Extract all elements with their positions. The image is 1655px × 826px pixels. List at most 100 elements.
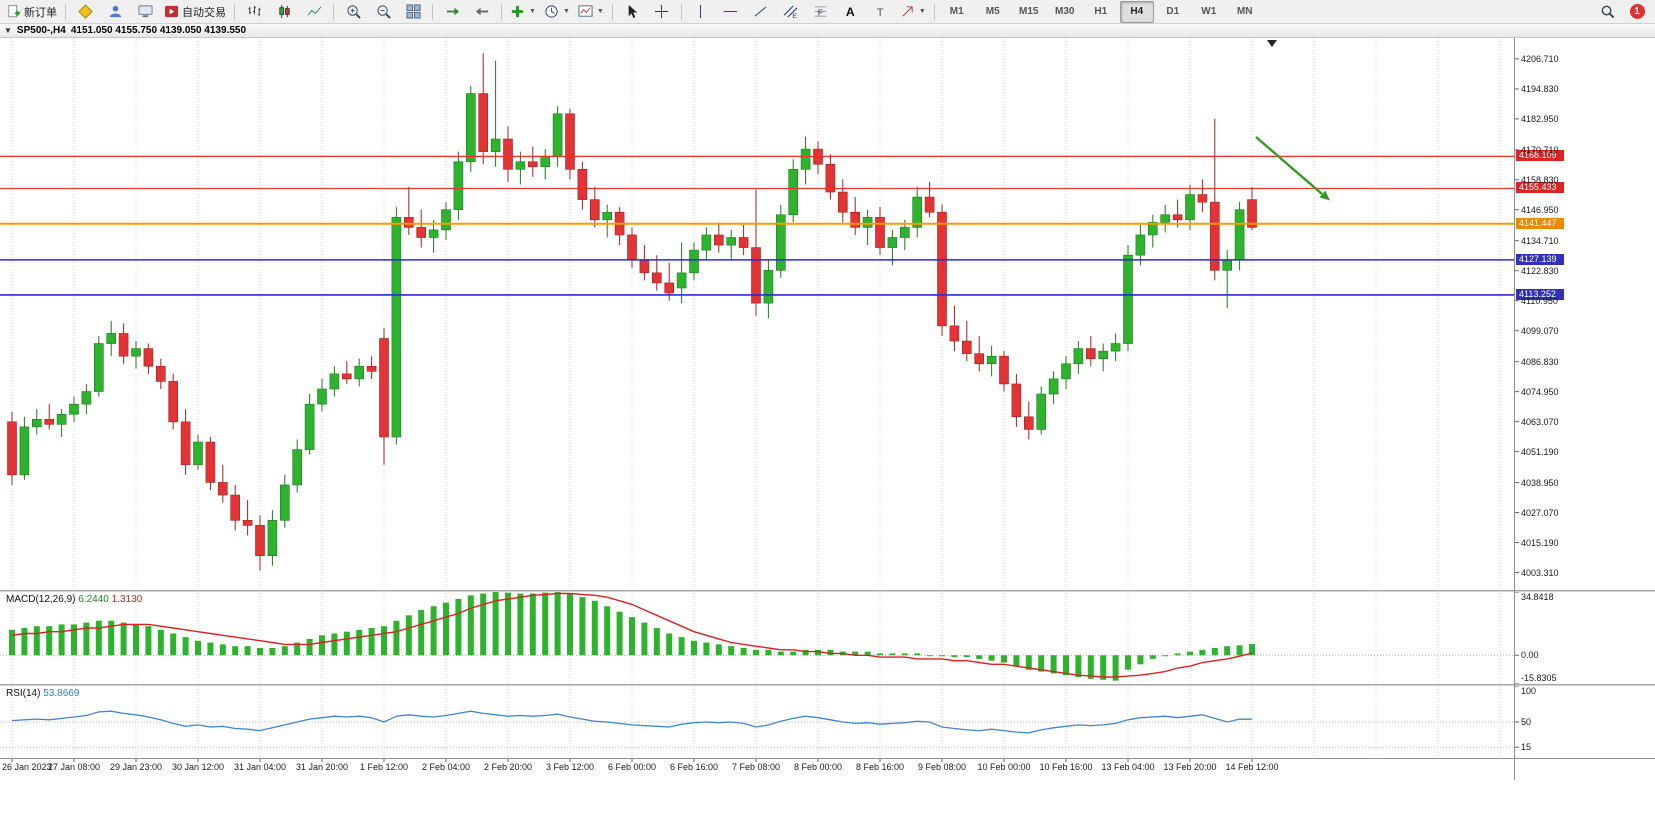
macd-panel-splitter[interactable] bbox=[0, 590, 1655, 592]
line-chart-button[interactable] bbox=[299, 1, 329, 23]
vertical-line-tool-button[interactable] bbox=[686, 1, 716, 23]
time-axis-label: 9 Feb 08:00 bbox=[917, 762, 967, 772]
rsi-scale-label: 50 bbox=[1521, 717, 1532, 727]
chevron-down-icon: ▼ bbox=[562, 8, 570, 15]
macd-scale-label: 0.00 bbox=[1521, 650, 1539, 661]
timeframe-buttons: M1 M5 M15 M30 H1 H4 D1 W1 MN bbox=[939, 0, 1263, 23]
timeframe-button-h1[interactable]: H1 bbox=[1094, 6, 1108, 17]
bar-chart-button[interactable] bbox=[239, 1, 269, 23]
auto-trading-button[interactable]: 自动交易 bbox=[160, 1, 230, 23]
crosshair-icon bbox=[655, 4, 669, 19]
time-axis-label: 13 Feb 20:00 bbox=[1163, 762, 1217, 772]
toolbar-separator bbox=[432, 3, 433, 20]
time-axis-label: 1 Feb 12:00 bbox=[359, 762, 409, 772]
search-button[interactable] bbox=[1592, 1, 1622, 23]
toolbar-separator bbox=[234, 3, 235, 20]
time-axis-label: 30 Jan 12:00 bbox=[171, 762, 225, 772]
timeframe-button-m1[interactable]: M1 bbox=[949, 6, 964, 17]
trendline-tool-button[interactable] bbox=[746, 1, 776, 23]
rsi-value: 53.8669 bbox=[43, 688, 80, 699]
text-tool-button[interactable]: A bbox=[836, 1, 866, 23]
timeframe-button-w1[interactable]: W1 bbox=[1201, 6, 1217, 17]
price-axis-label: 4170.710 bbox=[1521, 144, 1559, 155]
time-axis-label: 29 Jan 23:00 bbox=[109, 762, 163, 772]
notifications-button[interactable]: 1 bbox=[1622, 1, 1652, 23]
periods-icon bbox=[545, 5, 558, 18]
price-axis-label: 4051.190 bbox=[1521, 446, 1559, 457]
chart-menu-icon[interactable]: ▼ bbox=[4, 26, 12, 35]
search-icon bbox=[1601, 5, 1614, 19]
navigator-button[interactable] bbox=[100, 1, 130, 23]
price-axis-label: 4038.950 bbox=[1521, 477, 1559, 488]
periods-button[interactable]: ▼ bbox=[540, 1, 574, 23]
tile-windows-button[interactable] bbox=[398, 1, 428, 23]
hline-price-label: 4141.447 bbox=[1516, 217, 1564, 229]
hline-price-label: 4155.433 bbox=[1516, 182, 1564, 194]
chart-symbol-period: SP500-,H4 bbox=[16, 25, 66, 36]
toolbar-separator bbox=[933, 3, 935, 20]
auto-trading-icon bbox=[164, 5, 179, 18]
price-axis-label: 4086.830 bbox=[1521, 356, 1559, 367]
rsi-header: RSI(14) 53.8669 bbox=[6, 688, 79, 699]
svg-text:E: E bbox=[793, 13, 798, 19]
new-order-button[interactable]: 新订单 bbox=[3, 1, 61, 23]
timeframe-button-mn[interactable]: MN bbox=[1236, 6, 1253, 17]
label-tool-button[interactable]: T bbox=[866, 1, 896, 23]
crosshair-button[interactable] bbox=[647, 1, 677, 23]
timeframe-button-m30[interactable]: M30 bbox=[1055, 6, 1075, 17]
channel-tool-button[interactable]: E bbox=[776, 1, 806, 23]
market-watch-icon bbox=[77, 4, 93, 19]
rsi-label: RSI(14) bbox=[6, 688, 41, 699]
arrows-tool-button[interactable]: ▼ bbox=[896, 1, 930, 23]
indicators-button[interactable]: ▼ bbox=[506, 1, 540, 23]
indicators-layer bbox=[0, 592, 1514, 748]
time-axis-label: 8 Feb 00:00 bbox=[793, 762, 843, 772]
zoom-out-button[interactable] bbox=[368, 1, 398, 23]
rsi-scale-label: 15 bbox=[1521, 742, 1532, 753]
chart-shift-icon bbox=[475, 7, 488, 16]
macd-main-value: 6.2440 bbox=[78, 594, 109, 605]
templates-icon bbox=[578, 5, 593, 17]
time-axis-label: 6 Feb 16:00 bbox=[669, 762, 719, 772]
macd-signal-value: 1.3130 bbox=[111, 594, 143, 605]
auto-scroll-button[interactable] bbox=[437, 1, 467, 23]
time-axis-border bbox=[0, 758, 1655, 759]
templates-button[interactable]: ▼ bbox=[574, 1, 608, 23]
zoom-in-button[interactable] bbox=[338, 1, 368, 23]
vertical-line-icon bbox=[700, 4, 702, 19]
cursor-button[interactable] bbox=[617, 1, 647, 23]
price-axis-border bbox=[1514, 38, 1515, 780]
chevron-down-icon: ▼ bbox=[529, 8, 536, 15]
timeframe-button-m5[interactable]: M5 bbox=[985, 6, 1000, 17]
zoom-in-icon bbox=[346, 5, 361, 19]
macd-scale-label: 34.8418 bbox=[1521, 592, 1554, 602]
market-watch-button[interactable] bbox=[70, 1, 100, 23]
macd-scale-label: -15.8305 bbox=[1521, 673, 1557, 683]
time-axis-label: 7 Feb 08:00 bbox=[731, 762, 781, 772]
timeframe-button-d1[interactable]: D1 bbox=[1166, 6, 1180, 17]
time-axis-label: 3 Feb 12:00 bbox=[545, 762, 595, 772]
candlestick-chart-button[interactable] bbox=[269, 1, 299, 23]
fibonacci-tool-button[interactable]: F bbox=[806, 1, 836, 23]
grid-layer bbox=[11, 38, 1501, 758]
new-order-label: 新订单 bbox=[24, 6, 57, 19]
hline-price-label: 4127.139 bbox=[1516, 253, 1564, 265]
time-axis-label: 6 Feb 00:00 bbox=[607, 762, 657, 772]
price-axis-label: 4027.070 bbox=[1521, 507, 1559, 518]
price-axis-label: 4122.830 bbox=[1521, 265, 1559, 276]
chart-titlebar: ▼ SP500-,H4 4151.050 4155.750 4139.050 4… bbox=[0, 24, 1655, 38]
timeframe-button-m15[interactable]: M15 bbox=[1019, 6, 1039, 17]
timeframe-button-h4[interactable]: H4 bbox=[1119, 0, 1154, 23]
horizontal-line-tool-button[interactable] bbox=[716, 1, 746, 23]
chart-shift-marker bbox=[1267, 40, 1277, 47]
rsi-panel-splitter[interactable] bbox=[0, 684, 1655, 686]
arrows-tool-icon bbox=[902, 6, 913, 17]
price-axis-label: 4206.710 bbox=[1521, 53, 1559, 64]
chart-shift-button[interactable] bbox=[467, 1, 497, 23]
hlines-layer bbox=[0, 136, 1514, 296]
terminal-button[interactable] bbox=[130, 1, 160, 23]
chart-ohlc-values: 4151.050 4155.750 4139.050 4139.550 bbox=[70, 25, 247, 36]
candlestick-chart-icon bbox=[278, 4, 290, 19]
